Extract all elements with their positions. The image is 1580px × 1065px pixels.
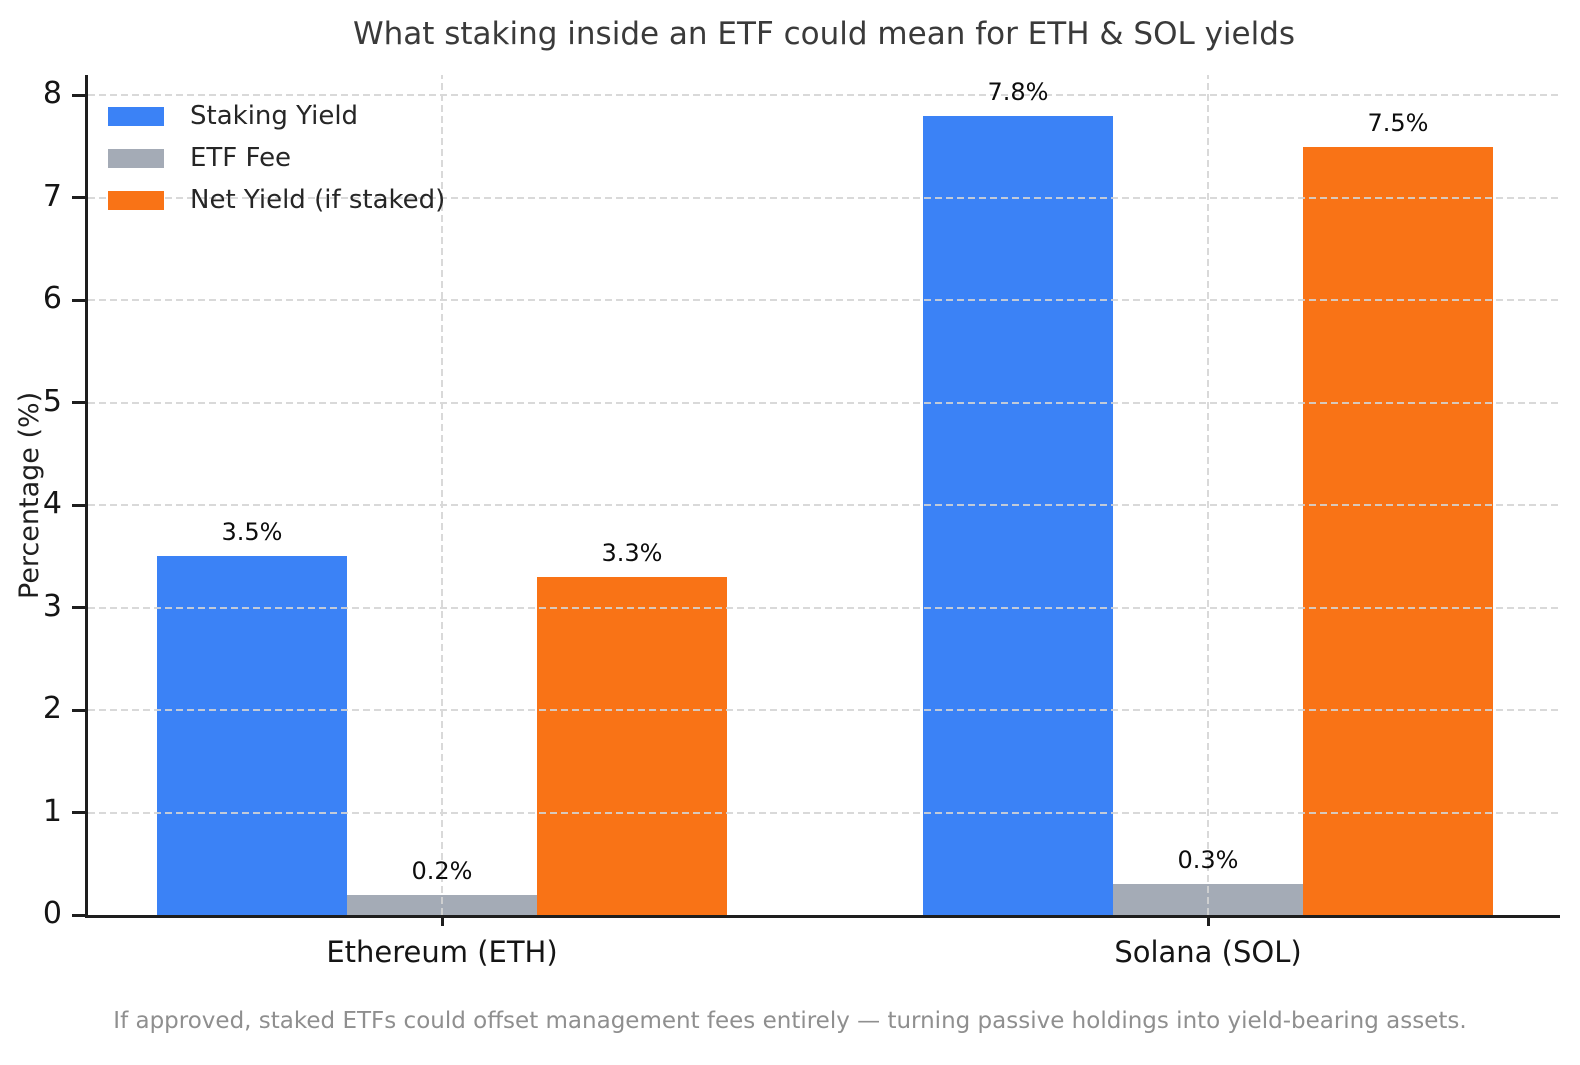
gridline-h-5 (88, 401, 1560, 404)
legend: Staking Yield ETF Fee Net Yield (if staked… (108, 95, 445, 221)
grid-layer (88, 75, 1560, 915)
gridline-h-8 (88, 94, 1560, 97)
bar-value-label: 0.3% (1177, 846, 1239, 874)
legend-swatch-etf-fee (108, 148, 164, 168)
y-tick-label: 4 (42, 486, 62, 522)
axes-layer: 0 1 2 3 4 5 6 7 8 Ethereum (ETH) Solana (SOL) (43, 75, 1560, 969)
bar-staking-yield-ethereum-eth (157, 556, 347, 915)
gridline-h-7 (88, 196, 1560, 199)
x-tick-label-solana-sol: Solana (SOL) (1114, 935, 1302, 969)
y-axis-spine (85, 75, 88, 915)
y-tick-label: 6 (42, 281, 62, 317)
legend-item-staking-yield: Staking Yield (108, 95, 445, 137)
bar-value-label: 3.5% (221, 518, 283, 546)
plot-area: 0 1 2 3 4 5 6 7 8 Ethereum (ETH) Solana (SOL) 3.5%… (43, 75, 1560, 969)
y-tick-mark (72, 811, 85, 815)
gridline-h-4 (88, 504, 1560, 507)
y-tick-mark (72, 93, 85, 97)
chart-title: What staking inside an ETF could mean fo… (352, 16, 1296, 52)
y-tick-mark (72, 606, 85, 610)
y-tick-mark (72, 298, 85, 302)
y-tick-label: 8 (42, 76, 62, 112)
bars-layer (88, 75, 1560, 915)
gridline-h-3 (88, 606, 1560, 609)
y-tick-label: 7 (42, 179, 62, 215)
bar-labels-layer: 3.5% 7.8% 0.2% 0.3% 3.3% 7.5% (88, 75, 1560, 915)
y-tick-mark (72, 913, 85, 917)
y-tick-label: 3 (42, 588, 62, 624)
bar-staking-yield-solana-sol (923, 116, 1113, 915)
x-axis-spine (85, 915, 1560, 918)
y-tick-label: 0 (42, 896, 62, 932)
x-tick-mark (440, 915, 444, 926)
bar-value-label: 7.8% (987, 78, 1049, 106)
legend-label: Staking Yield (190, 101, 359, 131)
bar-net-yield-if-staked-ethereum-eth (537, 577, 727, 915)
y-tick-label: 2 (42, 691, 62, 727)
bar-value-label: 3.3% (601, 539, 663, 567)
y-tick-mark (72, 401, 85, 405)
legend-swatch-staking-yield (108, 106, 164, 126)
legend-swatch-net-yield-if-staked (108, 190, 164, 210)
y-tick-mark (72, 503, 85, 507)
legend-item-etf-fee: ETF Fee (108, 137, 445, 179)
bar-net-yield-if-staked-solana-sol (1303, 147, 1493, 915)
bar-value-label: 0.2% (411, 857, 473, 885)
y-tick-mark (72, 708, 85, 712)
x-tick-label-ethereum-eth: Ethereum (ETH) (326, 935, 558, 969)
gridline-h-2 (88, 709, 1560, 712)
gridline-v-ethereum-eth (441, 75, 443, 915)
legend-label: ETF Fee (190, 143, 292, 173)
y-tick-label: 1 (42, 793, 62, 829)
gridline-v-solana-sol (1207, 75, 1209, 915)
legend-label: Net Yield (if staked) (190, 185, 446, 215)
chart-caption: If approved, staked ETFs could offset ma… (113, 1008, 1467, 1034)
legend-item-net-yield-if-staked: Net Yield (if staked) (108, 179, 445, 221)
x-tick-mark (1206, 915, 1210, 926)
bar-value-label: 7.5% (1367, 109, 1429, 137)
y-tick-mark (72, 196, 85, 200)
gridline-h-1 (88, 811, 1560, 814)
gridline-h-6 (88, 299, 1560, 302)
y-tick-label: 5 (42, 383, 62, 419)
